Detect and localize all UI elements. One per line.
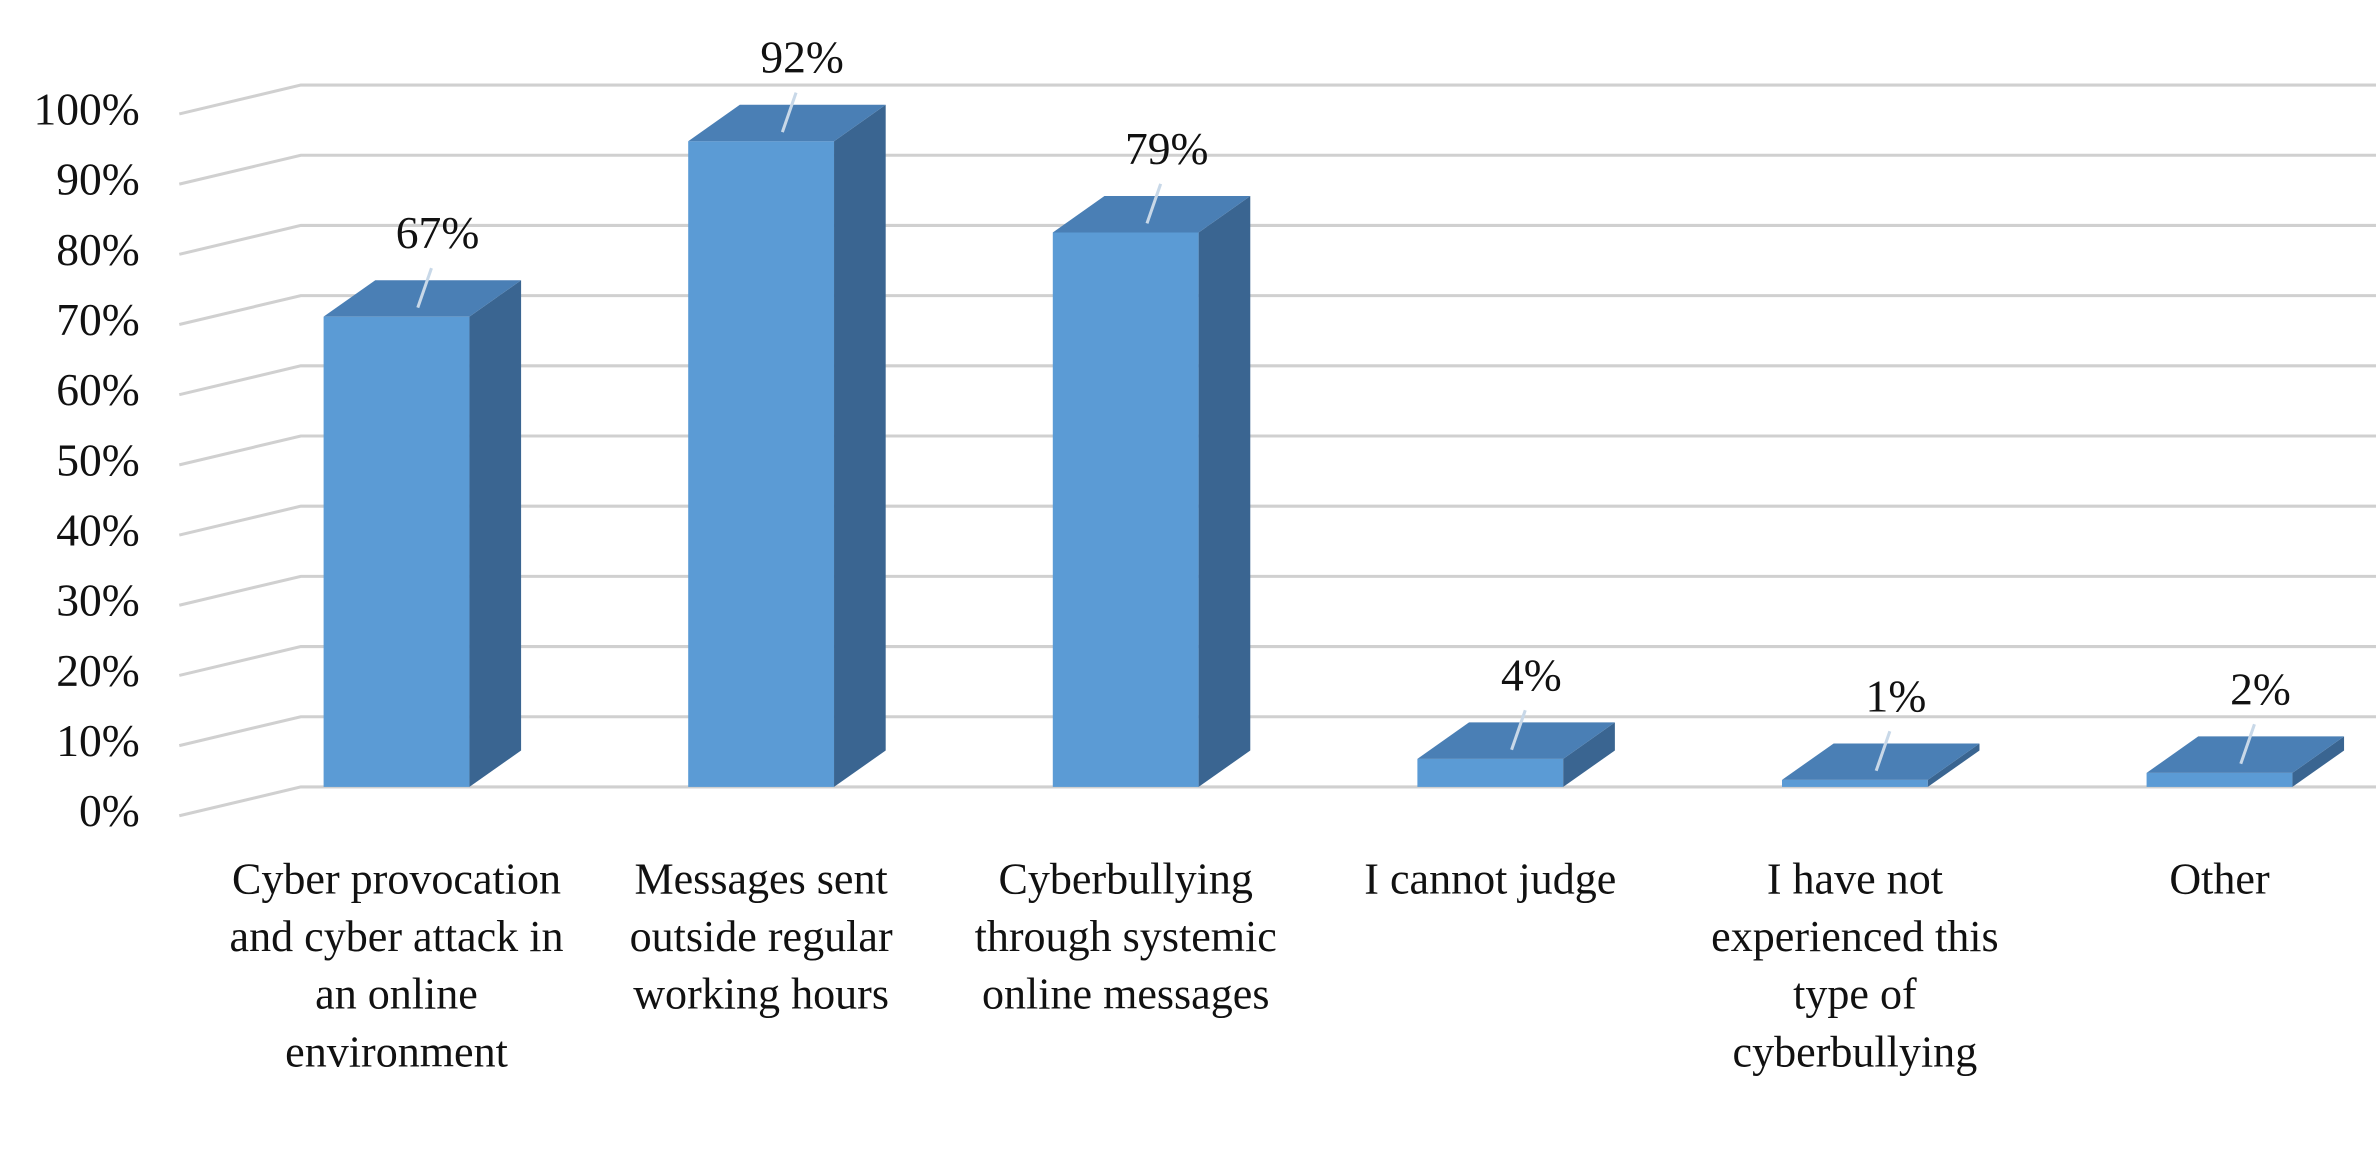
bar-side	[469, 280, 522, 787]
y-tick-label: 100%	[33, 83, 139, 134]
leader-line	[780, 92, 798, 133]
y-tick-label: 20%	[56, 645, 140, 696]
bar	[688, 141, 835, 787]
bar	[1781, 779, 1928, 787]
x-label-box: Other	[2169, 855, 2270, 904]
x-tick-label: Cyber provocation and cyber attack in an…	[229, 855, 564, 1078]
y-tick-label: 0%	[79, 785, 140, 836]
x-label-box: Cyberbullying through systemic online me…	[974, 855, 1277, 1020]
bar-side	[834, 104, 886, 787]
grid-line	[178, 504, 2376, 537]
y-tick-label: 50%	[56, 434, 140, 485]
bar	[1417, 758, 1564, 787]
grid-line	[178, 715, 2376, 748]
grid-line	[178, 83, 2376, 116]
leader-line	[1874, 730, 1892, 772]
x-label-box: I have not experienced this type of cybe…	[1711, 855, 1999, 1078]
bar	[2146, 772, 2293, 787]
x-label-box: I cannot judge	[1364, 855, 1617, 904]
value-label: 79%	[1125, 123, 1209, 174]
grid-line	[178, 294, 2376, 326]
x-label-box: Cyber provocation and cyber attack in an…	[229, 855, 564, 1078]
bar	[1052, 232, 1199, 787]
x-label-box: Messages sent outside regular working ho…	[629, 855, 893, 1020]
bar-side	[1198, 196, 1251, 787]
leader-line	[2239, 723, 2256, 765]
x-tick-label: Other	[2169, 855, 2270, 904]
y-tick-label: 40%	[56, 504, 140, 555]
bar-side	[2292, 736, 2345, 787]
bar-side	[1927, 743, 1980, 787]
value-label: 1%	[1866, 670, 1927, 721]
y-tick-label: 80%	[56, 224, 140, 275]
bar-side	[1563, 722, 1615, 787]
bar	[323, 316, 470, 787]
y-tick-label: 30%	[56, 575, 140, 626]
grid-line	[178, 434, 2376, 467]
y-tick-label: 60%	[56, 364, 140, 415]
grid-line	[178, 645, 2376, 677]
y-tick-label: 90%	[56, 154, 140, 205]
grid-line	[178, 364, 2376, 397]
x-tick-label: I have not experienced this type of cybe…	[1711, 855, 1999, 1078]
y-tick-label: 10%	[56, 715, 140, 766]
x-tick-label: Messages sent outside regular working ho…	[629, 855, 893, 1020]
y-tick-label: 70%	[56, 294, 140, 345]
value-label: 67%	[396, 207, 480, 258]
x-tick-label: Cyberbullying through systemic online me…	[974, 855, 1277, 1020]
x-tick-label: I cannot judge	[1364, 855, 1617, 904]
leader-line	[416, 267, 433, 309]
grid-line	[178, 574, 2376, 607]
leader-line	[1145, 183, 1163, 224]
value-label: 92%	[760, 32, 844, 83]
value-label: 2%	[2230, 663, 2291, 714]
grid-line	[178, 153, 2376, 186]
grid-line	[178, 223, 2376, 256]
leader-line	[1510, 709, 1527, 751]
value-label: 4%	[1501, 649, 1562, 700]
grid-line	[178, 785, 2376, 818]
